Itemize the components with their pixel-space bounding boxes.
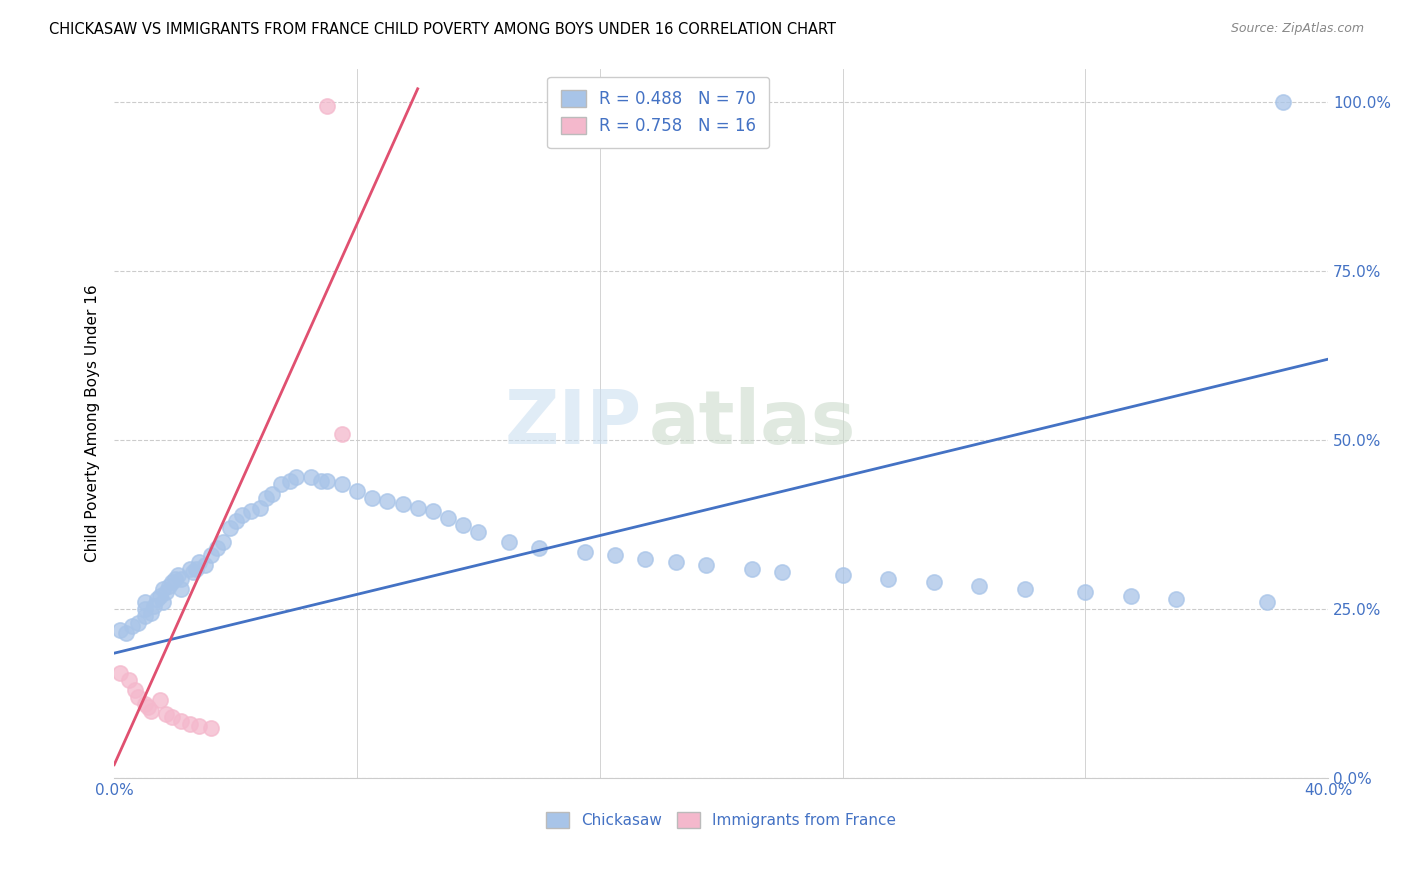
Point (170, 572, 193, 586)
Point (121, 619, 143, 633)
Point (270, 477, 292, 491)
Text: atlas: atlas (648, 387, 856, 460)
Point (391, 498, 413, 512)
Point (422, 504, 444, 518)
Point (127, 690, 149, 705)
Point (239, 504, 262, 518)
Point (278, 474, 301, 488)
Point (967, 578, 990, 592)
Point (134, 609, 156, 624)
Point (181, 565, 204, 579)
Point (309, 474, 332, 488)
Point (315, 98, 337, 112)
Point (136, 700, 159, 714)
Point (110, 623, 132, 637)
Point (249, 500, 271, 515)
Point (922, 575, 945, 590)
Point (179, 562, 201, 576)
Point (1256, 595, 1278, 609)
Point (134, 697, 156, 711)
Point (200, 721, 222, 735)
Point (167, 568, 190, 582)
Point (212, 534, 235, 549)
Point (207, 541, 229, 556)
Point (260, 487, 283, 501)
Point (142, 599, 165, 613)
Point (225, 515, 247, 529)
Point (831, 568, 853, 582)
Point (741, 562, 763, 576)
Text: ZIP: ZIP (505, 387, 643, 460)
Point (315, 474, 337, 488)
Point (200, 548, 222, 562)
Point (155, 706, 177, 721)
Point (170, 582, 193, 596)
Point (1014, 582, 1036, 596)
Point (134, 595, 156, 609)
Text: Source: ZipAtlas.com: Source: ZipAtlas.com (1230, 22, 1364, 36)
Point (152, 595, 174, 609)
Point (437, 511, 460, 525)
Point (695, 558, 717, 573)
Point (467, 524, 489, 539)
Point (665, 555, 688, 569)
Point (634, 551, 657, 566)
Point (451, 517, 474, 532)
Point (160, 710, 183, 724)
Point (139, 704, 162, 718)
Point (160, 575, 183, 590)
Point (115, 626, 138, 640)
Point (1166, 592, 1188, 607)
Point (498, 534, 520, 549)
Point (124, 683, 146, 698)
Point (139, 606, 162, 620)
Point (346, 483, 368, 498)
Point (527, 541, 550, 556)
Point (188, 555, 211, 569)
Point (301, 470, 323, 484)
Point (184, 562, 207, 576)
Legend: Chickasaw, Immigrants from France: Chickasaw, Immigrants from France (540, 806, 903, 834)
Point (194, 558, 217, 573)
Point (155, 585, 177, 599)
Point (574, 545, 596, 559)
Point (157, 578, 180, 592)
Point (149, 693, 172, 707)
Point (330, 426, 353, 441)
Point (877, 572, 900, 586)
Point (254, 491, 277, 505)
Y-axis label: Child Poverty Among Boys Under 16: Child Poverty Among Boys Under 16 (86, 285, 100, 562)
Point (134, 602, 156, 616)
Point (149, 589, 172, 603)
Point (163, 572, 186, 586)
Point (218, 521, 240, 535)
Point (603, 548, 626, 562)
Text: CHICKASAW VS IMMIGRANTS FROM FRANCE CHILD POVERTY AMONG BOYS UNDER 16 CORRELATIO: CHICKASAW VS IMMIGRANTS FROM FRANCE CHIL… (49, 22, 837, 37)
Point (110, 666, 132, 681)
Point (127, 615, 149, 630)
Point (285, 470, 308, 484)
Point (231, 508, 253, 522)
Point (118, 673, 141, 688)
Point (330, 477, 353, 491)
Point (406, 500, 429, 515)
Point (361, 491, 384, 505)
Point (188, 718, 211, 732)
Point (1271, 95, 1294, 110)
Point (170, 714, 193, 728)
Point (375, 494, 398, 508)
Point (1074, 585, 1097, 599)
Point (179, 717, 201, 731)
Point (770, 565, 793, 579)
Point (152, 582, 174, 596)
Point (1119, 589, 1142, 603)
Point (145, 592, 167, 607)
